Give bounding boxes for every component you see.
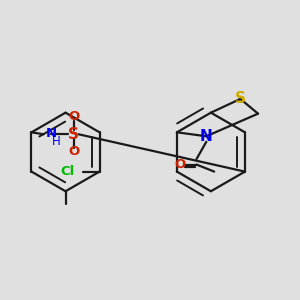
Text: H: H — [52, 135, 61, 148]
Text: O: O — [174, 158, 186, 171]
Text: S: S — [235, 92, 246, 106]
Text: O: O — [68, 110, 79, 123]
Text: S: S — [68, 127, 79, 142]
Text: N: N — [46, 127, 57, 140]
Text: O: O — [68, 146, 79, 158]
Text: Cl: Cl — [61, 165, 75, 178]
Text: N: N — [200, 129, 213, 144]
